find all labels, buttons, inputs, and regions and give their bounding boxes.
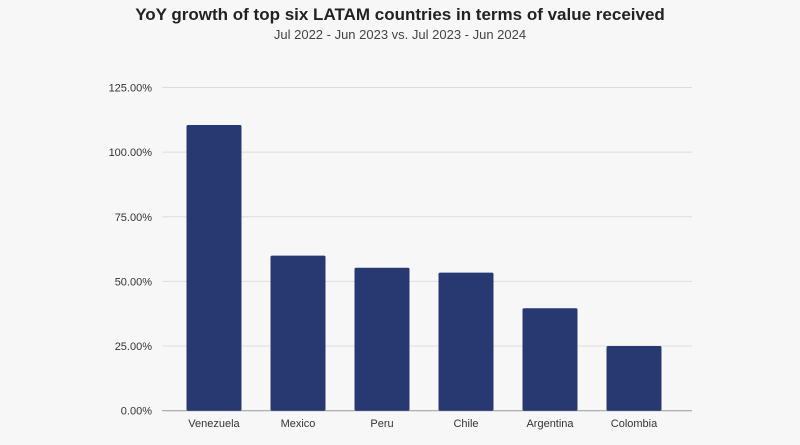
y-tick-label: 50.00% <box>115 276 153 288</box>
x-tick-label: Argentina <box>526 418 574 430</box>
x-tick-label: Chile <box>453 418 478 430</box>
bar-chile <box>438 272 494 411</box>
y-tick-label: 0.00% <box>121 406 152 418</box>
bar-venezuela <box>186 124 242 411</box>
bar-peru <box>354 267 410 411</box>
x-tick-label: Venezuela <box>188 418 240 430</box>
y-tick-label: 75.00% <box>115 212 153 224</box>
bar-mexico <box>270 255 326 411</box>
y-tick-label: 125.00% <box>109 83 153 95</box>
x-tick-label: Peru <box>370 418 393 430</box>
y-tick-label: 100.00% <box>109 147 153 159</box>
chart-title: YoY growth of top six LATAM countries in… <box>135 5 665 24</box>
y-tick-label: 25.00% <box>115 341 153 353</box>
x-tick-label: Colombia <box>611 418 658 430</box>
bar-colombia <box>606 346 662 411</box>
chart-subtitle: Jul 2022 - Jun 2023 vs. Jul 2023 - Jun 2… <box>273 27 527 42</box>
x-tick-label: Mexico <box>281 418 316 430</box>
bar-argentina <box>522 308 578 411</box>
